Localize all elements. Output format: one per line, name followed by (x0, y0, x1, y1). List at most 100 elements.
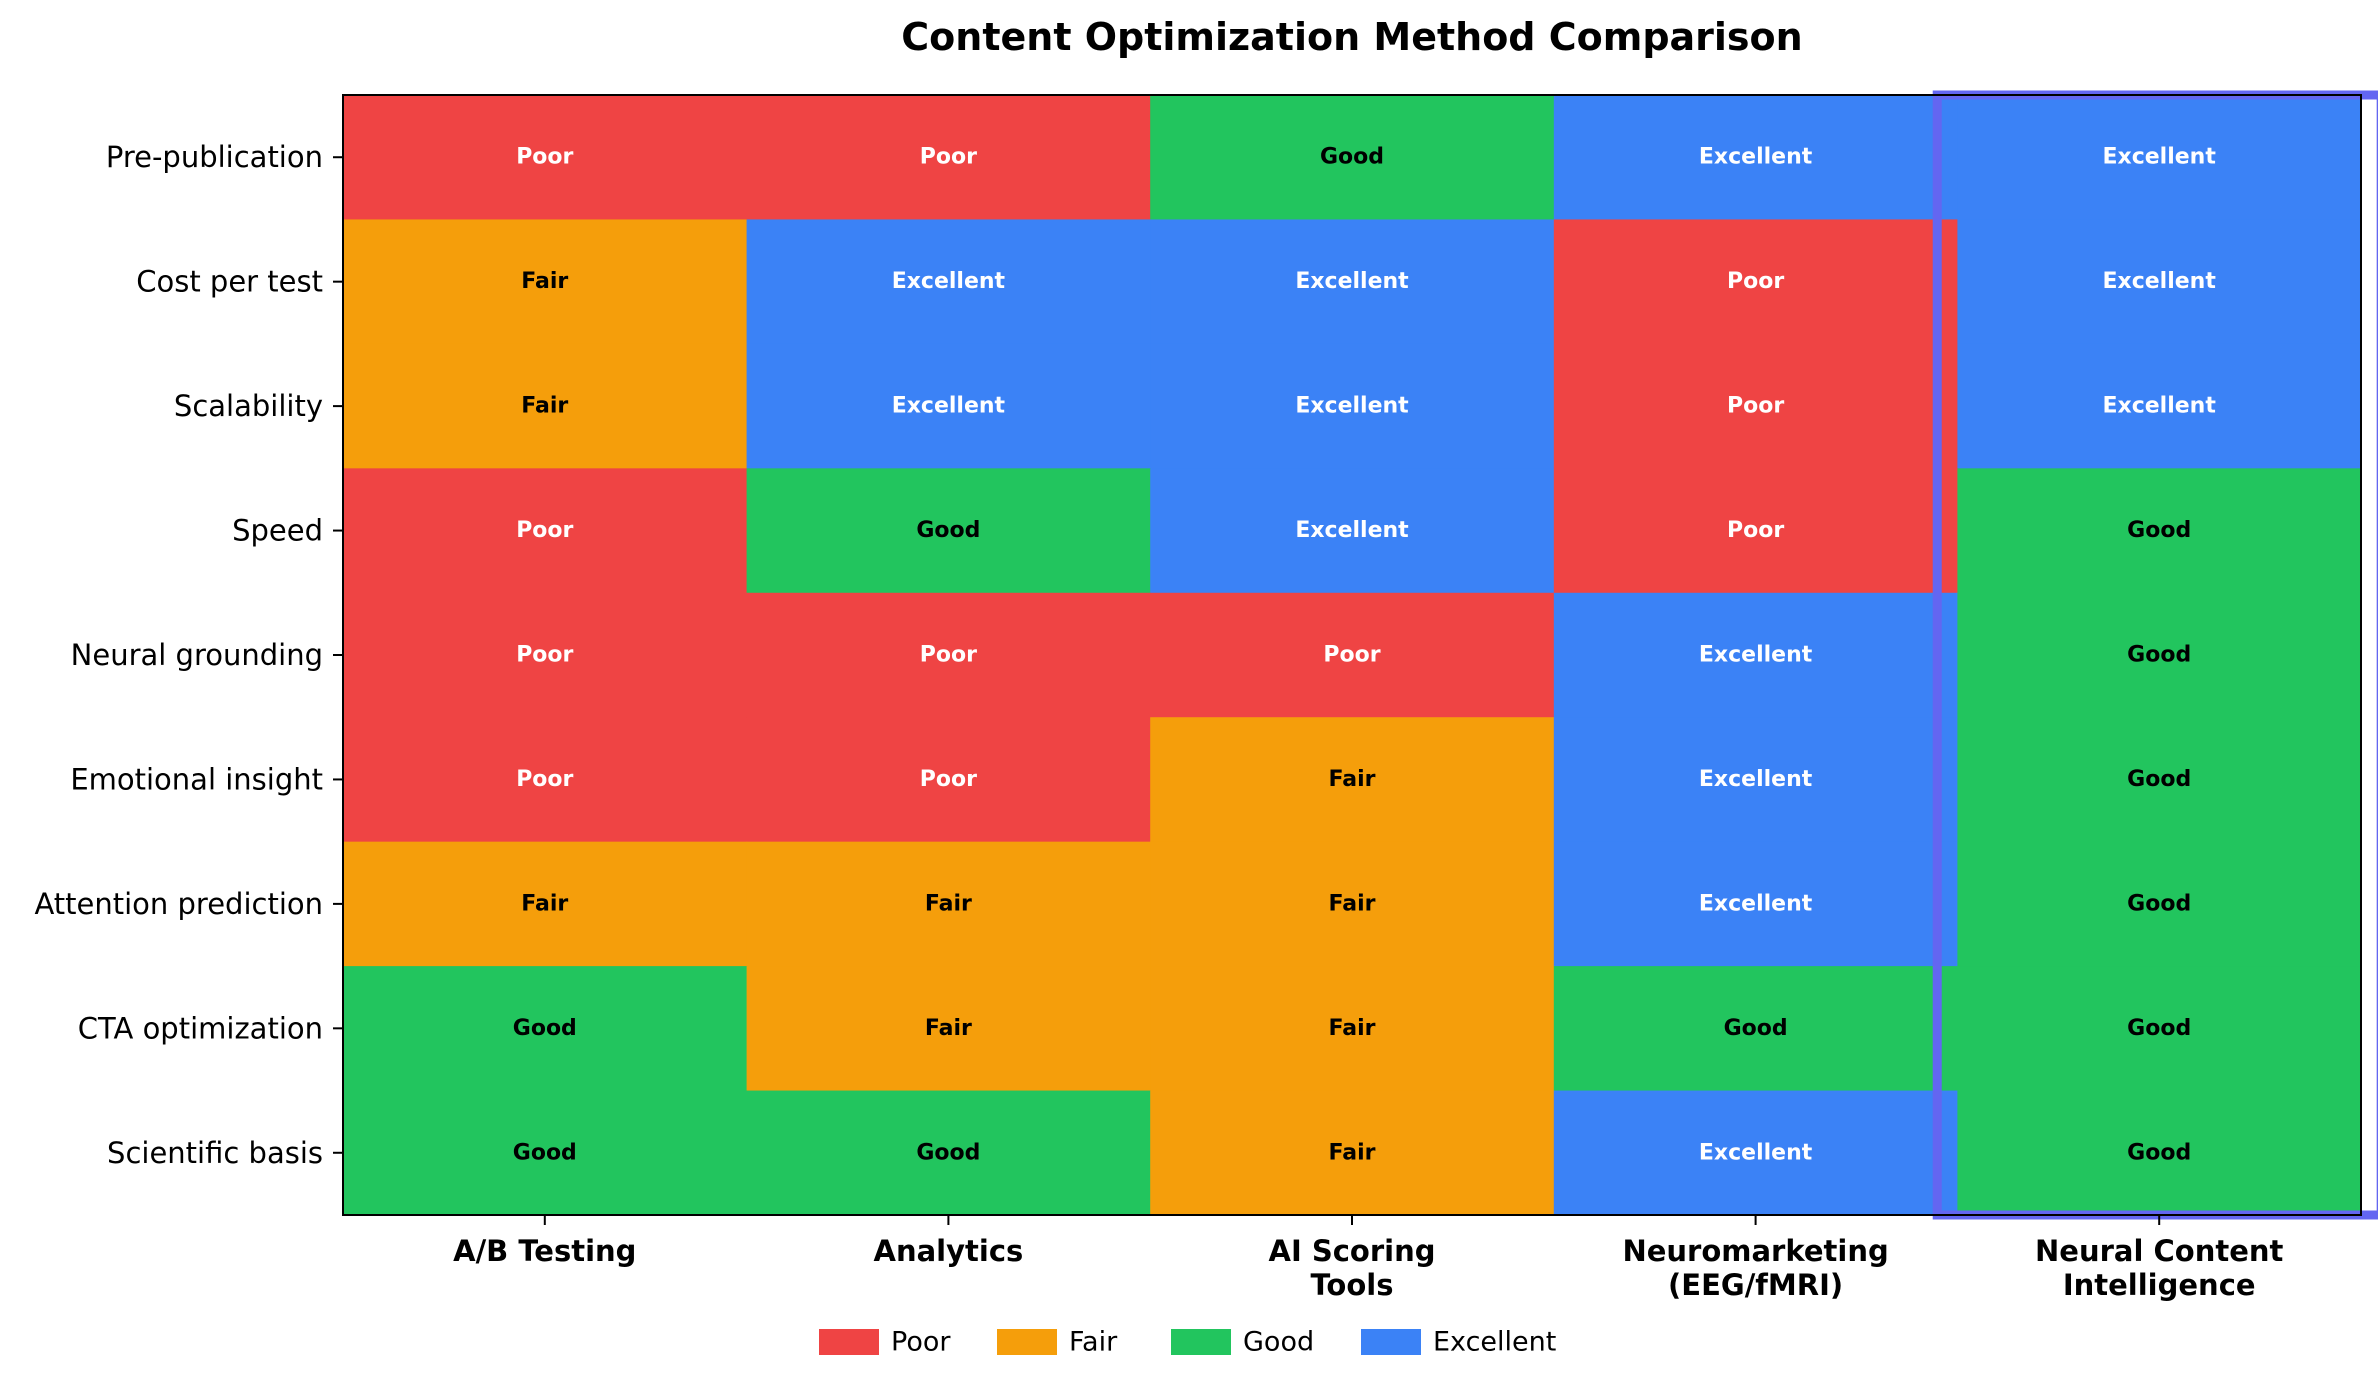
cell-neural-grounding-a-b-testing (343, 592, 748, 718)
cell-label: Poor (516, 518, 573, 543)
cell-label: Excellent (2103, 269, 2217, 294)
cell-scientific-basis-neural-content-intelligence (1957, 1090, 2362, 1216)
cell-attention-prediction-ai-scoring-tools (1150, 841, 1555, 967)
legend-swatch (997, 1329, 1057, 1355)
cell-label: Fair (925, 1016, 972, 1041)
cell-label: Fair (1329, 1016, 1376, 1041)
cell-cost-per-test-ai-scoring-tools (1150, 219, 1555, 345)
legend-item-excellent: Excellent (1361, 1327, 1556, 1358)
cell-emotional-insight-analytics (746, 717, 1151, 843)
chart-title: Content Optimization Method Comparison (901, 15, 1802, 59)
cell-label: Poor (920, 767, 977, 792)
cell-label: Good (2127, 518, 2191, 543)
cell-label: Good (1320, 145, 1384, 170)
cell-cta-optimization-a-b-testing (343, 966, 748, 1092)
x-tick-label: AI Scoring (1269, 1234, 1436, 1268)
cell-label: Poor (1323, 643, 1380, 668)
cell-scalability-a-b-testing (343, 343, 748, 469)
heatmap-cells (343, 95, 2362, 1216)
cell-label: Excellent (1699, 1140, 1813, 1165)
cell-label: Good (2127, 1016, 2191, 1041)
cell-pre-publication-ai-scoring-tools (1150, 95, 1555, 221)
cell-pre-publication-a-b-testing (343, 95, 748, 221)
cell-neural-grounding-neuromarketing-eeg-fmri (1553, 592, 1958, 718)
cell-label: Fair (521, 891, 568, 916)
cell-label: Good (513, 1140, 577, 1165)
cell-label: Poor (1727, 518, 1784, 543)
legend-label: Excellent (1433, 1327, 1556, 1358)
cell-label: Fair (521, 269, 568, 294)
x-tick-label: Analytics (874, 1234, 1024, 1268)
cell-attention-prediction-neural-content-intelligence (1957, 841, 2362, 967)
cell-speed-a-b-testing (343, 468, 748, 594)
legend-item-poor: Poor (819, 1327, 951, 1358)
cell-labels: Poor Poor Good Excellent Excellent Fair Excell… (513, 145, 2217, 1166)
cell-label: Fair (1329, 891, 1376, 916)
cell-label: Excellent (1699, 767, 1813, 792)
legend-item-good: Good (1171, 1327, 1314, 1358)
cell-scalability-neural-content-intelligence (1957, 343, 2362, 469)
y-tick-label: Neural grounding (71, 638, 323, 672)
cell-emotional-insight-ai-scoring-tools (1150, 717, 1555, 843)
cell-scientific-basis-a-b-testing (343, 1090, 748, 1216)
cell-label: Poor (516, 643, 573, 668)
y-tick-label: Pre-publication (106, 140, 323, 174)
cell-label: Poor (920, 145, 977, 170)
cell-label: Poor (920, 643, 977, 668)
cell-pre-publication-analytics (746, 95, 1151, 221)
cell-label: Excellent (1699, 891, 1813, 916)
cell-label: Good (513, 1016, 577, 1041)
cell-label: Good (916, 518, 980, 543)
cell-neural-grounding-ai-scoring-tools (1150, 592, 1555, 718)
cell-label: Good (916, 1140, 980, 1165)
cell-label: Excellent (1699, 643, 1813, 668)
cell-attention-prediction-neuromarketing-eeg-fmri (1553, 841, 1958, 967)
legend-label: Fair (1069, 1327, 1118, 1358)
cell-speed-ai-scoring-tools (1150, 468, 1555, 594)
cell-label: Poor (516, 145, 573, 170)
cell-label: Fair (1329, 767, 1376, 792)
cell-cost-per-test-a-b-testing (343, 219, 748, 345)
cell-cost-per-test-neuromarketing-eeg-fmri (1553, 219, 1958, 345)
cell-neural-grounding-analytics (746, 592, 1151, 718)
legend-label: Good (1243, 1327, 1314, 1358)
cell-label: Excellent (2103, 145, 2217, 170)
x-tick-label: Neural Content (2035, 1234, 2284, 1268)
x-tick-label: Tools (1311, 1268, 1394, 1302)
cell-label: Excellent (892, 269, 1006, 294)
cell-scalability-ai-scoring-tools (1150, 343, 1555, 469)
x-tick-label: Intelligence (2063, 1268, 2256, 1302)
cell-label: Excellent (1295, 518, 1409, 543)
cell-pre-publication-neural-content-intelligence (1957, 95, 2362, 221)
legend-item-fair: Fair (997, 1327, 1118, 1358)
cell-scalability-neuromarketing-eeg-fmri (1553, 343, 1958, 469)
legend-label: Poor (891, 1327, 951, 1358)
cell-cta-optimization-neuromarketing-eeg-fmri (1553, 966, 1958, 1092)
cell-scientific-basis-neuromarketing-eeg-fmri (1553, 1090, 1958, 1216)
y-tick-label: Speed (232, 514, 323, 548)
cell-scientific-basis-ai-scoring-tools (1150, 1090, 1555, 1216)
cell-speed-analytics (746, 468, 1151, 594)
cell-label: Fair (925, 891, 972, 916)
cell-label: Poor (1727, 269, 1784, 294)
cell-cta-optimization-analytics (746, 966, 1151, 1092)
cell-label: Fair (521, 394, 568, 419)
cell-attention-prediction-analytics (746, 841, 1151, 967)
cell-label: Good (2127, 891, 2191, 916)
cell-cost-per-test-neural-content-intelligence (1957, 219, 2362, 345)
y-tick-label: Cost per test (136, 265, 323, 299)
cell-speed-neuromarketing-eeg-fmri (1553, 468, 1958, 594)
legend: Poor Fair Good Excellent (819, 1327, 1556, 1358)
cell-label: Good (2127, 643, 2191, 668)
cell-emotional-insight-a-b-testing (343, 717, 748, 843)
cell-label: Fair (1329, 1140, 1376, 1165)
cell-emotional-insight-neuromarketing-eeg-fmri (1553, 717, 1958, 843)
cell-label: Excellent (1295, 394, 1409, 419)
cell-label: Excellent (1295, 269, 1409, 294)
axes: Pre-publication Cost per test Scalability S… (34, 94, 2362, 1302)
cell-attention-prediction-a-b-testing (343, 841, 748, 967)
cell-emotional-insight-neural-content-intelligence (1957, 717, 2362, 843)
cell-cta-optimization-neural-content-intelligence (1957, 966, 2362, 1092)
